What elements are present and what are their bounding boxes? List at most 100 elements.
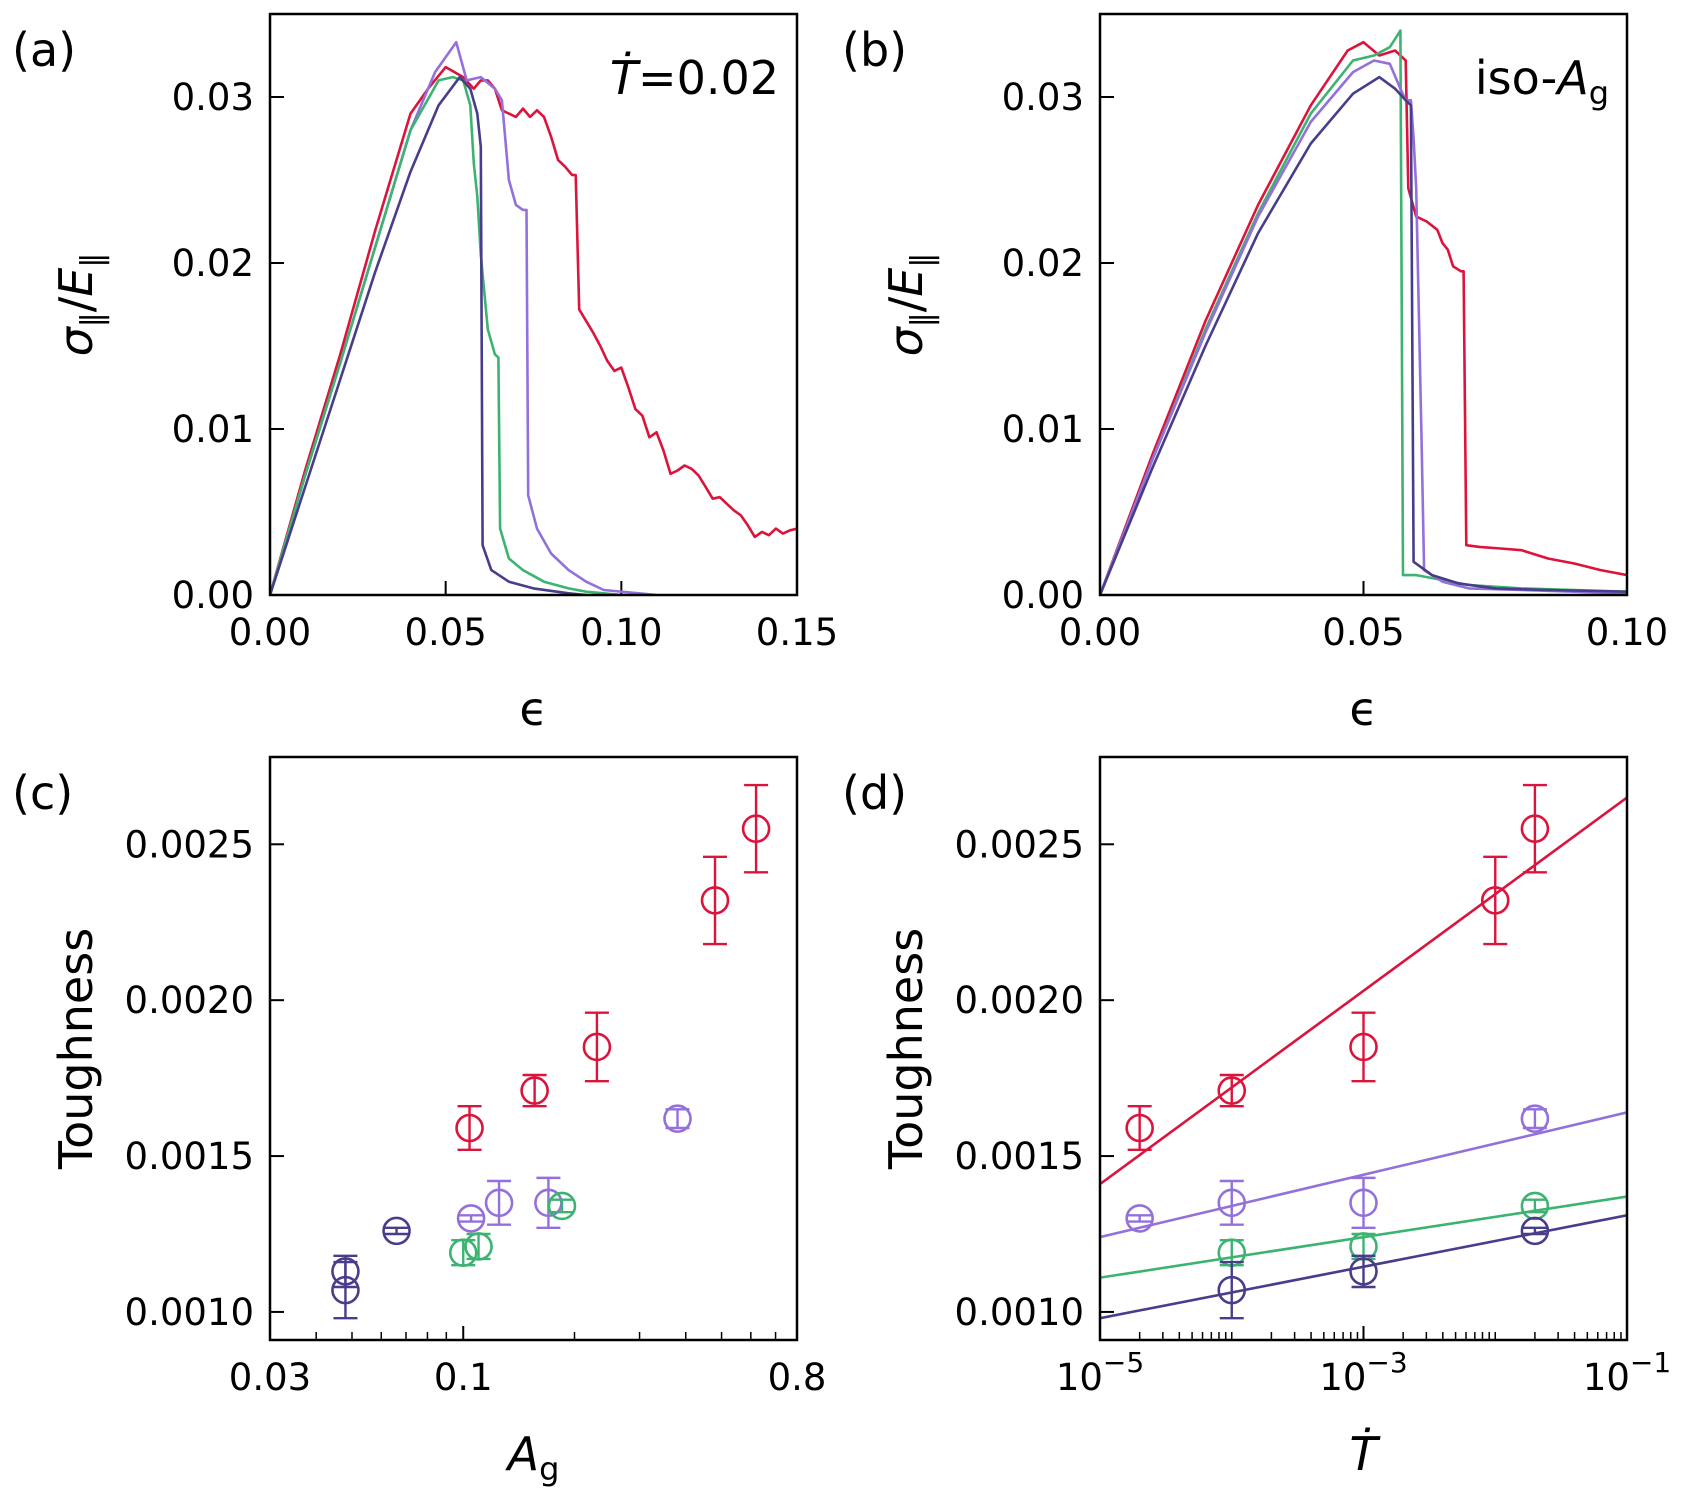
data-point — [1125, 1113, 1154, 1143]
ylabel-sigma: σ — [49, 325, 103, 356]
panel-c: 0.03 0.1 0.8 0.0010 0.0015 0.0020 0.0025 (c) Tou… — [12, 755, 827, 1488]
y-tick-label: 0.0025 — [955, 823, 1084, 866]
series-line — [1100, 40, 1627, 595]
plot-area — [270, 40, 797, 595]
data-point — [582, 1032, 612, 1062]
y-tick-label: 0.0020 — [125, 979, 254, 1022]
data-point — [1520, 1104, 1550, 1133]
xlabel-sub: g — [539, 1450, 559, 1488]
series-line — [1100, 75, 1627, 595]
x-tick-exponent: −1 — [1630, 1346, 1671, 1379]
y-tick-label: 0.02 — [1002, 242, 1084, 285]
y-tick-label: 0.00 — [1002, 574, 1084, 617]
axes-frame — [268, 755, 799, 1342]
x-tick-label: 0.8 — [768, 1356, 827, 1399]
x-tick-label: 0.05 — [404, 611, 486, 654]
series-line — [1100, 29, 1627, 595]
panel-label: (c) — [12, 766, 73, 820]
x-tick-label: 0.00 — [229, 611, 311, 654]
ylabel-sub: ‖ — [75, 312, 110, 327]
data-point — [456, 1204, 486, 1233]
x-tick-exponent: −3 — [1366, 1346, 1407, 1379]
ylabel-sigma: σ — [879, 325, 933, 356]
plot-area — [1100, 29, 1627, 595]
data-point — [1217, 1076, 1247, 1105]
data-point — [455, 1113, 484, 1143]
plot-area — [331, 783, 771, 1320]
data-point — [331, 1257, 360, 1286]
x-axis-label: ϵ — [1349, 682, 1377, 736]
y-tick-label: 0.0025 — [125, 823, 254, 866]
plot-area — [1100, 783, 1627, 1320]
x-tick-label: 0.15 — [756, 611, 838, 654]
xlabel-Tdot: Ṫ — [1349, 1427, 1381, 1481]
data-point — [448, 1238, 478, 1268]
axes-frame — [1098, 755, 1629, 1342]
x-tick-label: 0.10 — [580, 611, 662, 654]
ylabel-sub: ‖ — [905, 312, 940, 327]
x-axis-label: Ṫ — [1349, 1427, 1381, 1481]
x-axis-label: ϵ — [519, 682, 547, 736]
y-tick-label: 0.02 — [172, 242, 254, 285]
y-tick-label: 0.00 — [172, 574, 254, 617]
x-axis-label: Ag — [505, 1427, 560, 1488]
y-tick-label: 0.0015 — [955, 1135, 1084, 1178]
data-point — [382, 1216, 411, 1246]
data-point — [663, 1104, 692, 1133]
y-tick-label: 0.0020 — [955, 979, 1084, 1022]
x-tick-label: 10−5 — [1056, 1346, 1144, 1399]
ann-value: =0.02 — [638, 51, 779, 105]
panel-annotation: iso-Ag — [1475, 51, 1609, 112]
ylabel-sub: ‖ — [75, 253, 110, 268]
x-tick-label: 0.05 — [1322, 611, 1404, 654]
panel-label: (b) — [842, 23, 907, 77]
y-axis-label: Toughness — [49, 928, 103, 1170]
data-point — [1125, 1204, 1154, 1233]
data-point — [1349, 1032, 1378, 1062]
ann-Tdot: Ṫ — [610, 51, 642, 105]
data-point — [1480, 886, 1510, 915]
ylabel-E: E — [879, 268, 933, 297]
series-line — [270, 75, 587, 595]
data-point — [1349, 1188, 1378, 1218]
y-axis-label: σ‖/E‖ — [879, 253, 940, 357]
ylabel-sub: ‖ — [905, 253, 940, 268]
data-point — [464, 1232, 493, 1261]
axes-frame — [268, 12, 799, 597]
ylabel-slash: / — [49, 296, 103, 312]
panel-label: (d) — [842, 766, 907, 820]
series-line — [270, 40, 657, 595]
panel-annotation: Ṫ=0.02 — [610, 51, 779, 105]
series-line — [270, 75, 622, 595]
x-tick-label: 10−1 — [1583, 1346, 1671, 1399]
panel-d: 10−5 10−3 10−1 0.0010 0.0015 0.0020 0.0025 (d) T… — [842, 755, 1671, 1481]
fit-line — [1100, 1111, 1627, 1239]
data-point — [547, 1191, 577, 1221]
data-point — [484, 1188, 514, 1218]
data-point — [700, 886, 730, 915]
y-axis-label: σ‖/E‖ — [49, 253, 110, 357]
data-point — [520, 1076, 549, 1105]
ann-A: A — [1554, 51, 1588, 105]
series-line — [270, 65, 797, 595]
y-tick-label: 0.01 — [1002, 408, 1084, 451]
data-point — [1217, 1188, 1247, 1218]
ylabel-E: E — [49, 268, 103, 297]
x-tick-label: 0.03 — [229, 1356, 311, 1399]
ann-sub: g — [1589, 74, 1609, 112]
xlabel-A: A — [505, 1427, 539, 1481]
series-line — [1100, 59, 1627, 595]
y-tick-label: 0.0010 — [125, 1291, 254, 1334]
panel-a: 0.00 0.05 0.10 0.150.000.010.020.03(a)σ‖/E‖… — [12, 12, 838, 736]
data-point — [1520, 1216, 1550, 1246]
data-point — [1349, 1257, 1378, 1286]
x-tick-label: 0.10 — [1586, 611, 1668, 654]
y-tick-label: 0.0010 — [955, 1291, 1084, 1334]
ylabel-slash: / — [879, 296, 933, 312]
panel-b: 0.00 0.05 0.100.000.010.020.03(b)σ‖/E‖ϵiso… — [842, 12, 1668, 736]
x-tick-label: 10−3 — [1319, 1346, 1407, 1399]
ann-iso: iso- — [1475, 51, 1557, 105]
y-tick-label: 0.01 — [172, 408, 254, 451]
y-axis-label: Toughness — [879, 928, 933, 1170]
